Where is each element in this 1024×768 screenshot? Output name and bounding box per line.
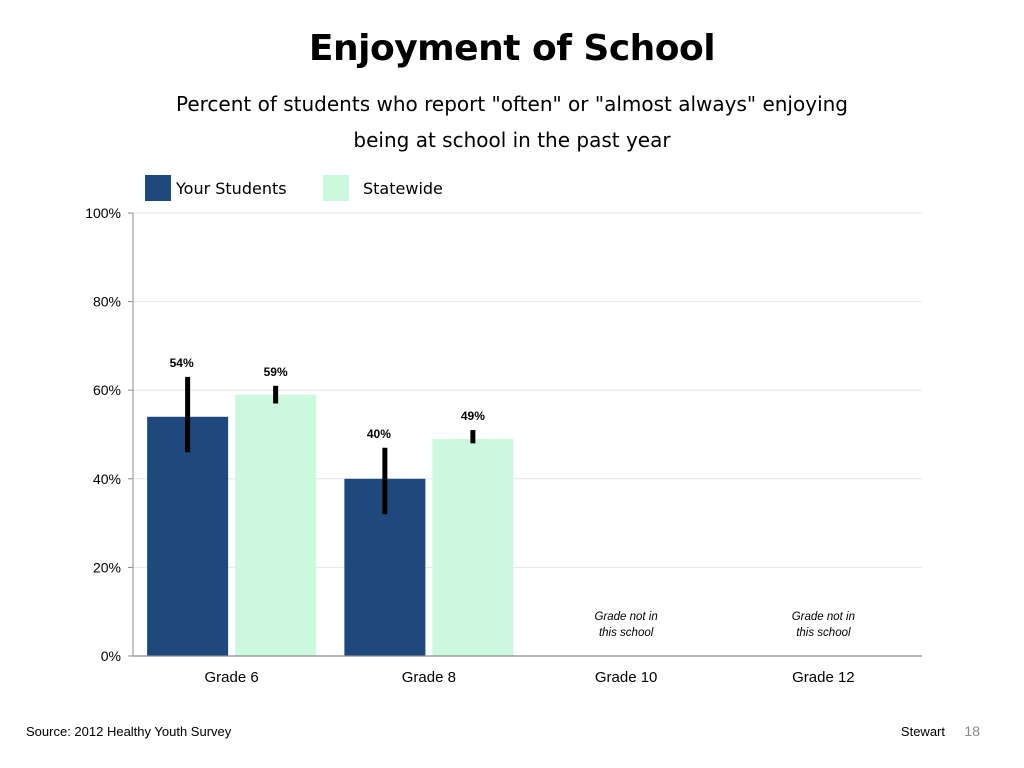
chart-legend: Your Students Statewide: [145, 175, 443, 201]
bar-statewide: [432, 438, 514, 656]
y-tick-label: 0%: [101, 648, 121, 664]
x-tick-label: Grade 6: [205, 669, 259, 686]
data-label: 54%: [170, 356, 194, 370]
bar-your-students: [147, 416, 229, 656]
data-label: 40%: [367, 427, 391, 441]
data-label: 59%: [264, 365, 288, 379]
x-axis: Grade 6 Grade 8 Grade 10 Grade 12: [133, 655, 922, 686]
chart-bars: 54% 59% 40% 49% Grade not in this school Grade…: [147, 356, 855, 656]
y-tick-label: 40%: [93, 471, 121, 487]
legend-swatch-your-students: [145, 175, 171, 201]
y-tick-label: 80%: [93, 294, 121, 310]
category-note: Grade not in: [792, 611, 855, 623]
legend-label-statewide: Statewide: [363, 179, 443, 198]
y-tick-label: 20%: [93, 559, 121, 575]
category-note: Grade not in: [594, 611, 657, 623]
slide-subtitle: Percent of students who report "often" o…: [176, 92, 848, 152]
y-axis: 0% 20% 40% 60% 80% 100%: [85, 205, 134, 664]
x-tick-label: Grade 10: [595, 669, 658, 686]
slide-title: Enjoyment of School: [308, 28, 716, 69]
legend-swatch-statewide: [323, 175, 349, 201]
y-tick-label: 100%: [85, 205, 121, 221]
category-note: this school: [599, 627, 654, 639]
bar-statewide: [235, 394, 317, 656]
x-tick-label: Grade 12: [792, 669, 855, 686]
source-note: Source: 2012 Healthy Youth Survey: [26, 724, 232, 739]
category-note: this school: [796, 627, 851, 639]
y-tick-label: 60%: [93, 382, 121, 398]
x-tick-label: Grade 8: [402, 669, 456, 686]
legend-label-your-students: Your Students: [175, 179, 287, 198]
author-name: Stewart: [900, 724, 945, 739]
page-number: 18: [964, 723, 980, 739]
data-label: 49%: [461, 409, 485, 423]
